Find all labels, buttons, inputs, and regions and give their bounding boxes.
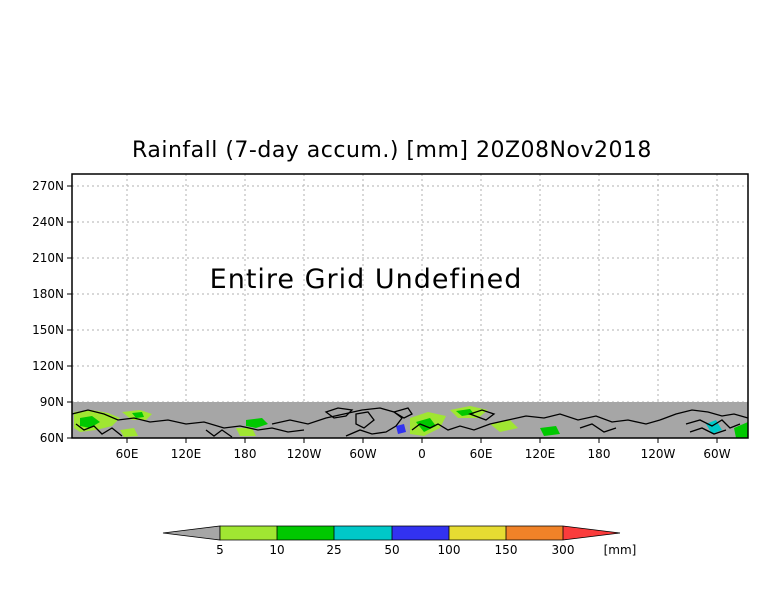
lon-label-60e-2: 60E (470, 447, 493, 461)
undefined-grid-notice: Entire Grid Undefined (210, 264, 523, 295)
colorbar-bin-5 (506, 526, 563, 540)
lon-label-120w-2: 120W (641, 447, 676, 461)
rainfall-patches (74, 406, 748, 438)
lon-label-0: 0 (418, 447, 426, 461)
colorbar-label-5: 5 (216, 543, 224, 557)
colorbar-bin-0 (220, 526, 277, 540)
colorbar-bin-1 (277, 526, 334, 540)
lon-label-60w: 60W (349, 447, 376, 461)
colorbar-bin-3 (392, 526, 449, 540)
colorbar-unit: [mm] (604, 543, 637, 557)
coastlines (71, 407, 749, 438)
lat-label-60n: 60N (40, 431, 64, 445)
lat-label-90n: 90N (40, 395, 64, 409)
map-title: Rainfall (7-day accum.) [mm] 20Z08Nov201… (132, 138, 652, 163)
lon-label-120w: 120W (287, 447, 322, 461)
grid-lines (72, 174, 748, 438)
lat-label-150n: 150N (32, 323, 64, 337)
colorbar-under-arrow (162, 525, 221, 541)
lat-label-270n: 270N (32, 179, 64, 193)
lat-label-240n: 240N (32, 215, 64, 229)
colorbar-bin-4 (449, 526, 506, 540)
colorbar-label-25: 25 (326, 543, 341, 557)
lon-label-180-2: 180 (588, 447, 611, 461)
plot-area (72, 174, 748, 438)
colorbar-label-300: 300 (552, 543, 575, 557)
colorbar-over-arrow (563, 526, 620, 540)
colorbar-label-100: 100 (438, 543, 461, 557)
lon-axis (126, 438, 718, 443)
lon-label-60e: 60E (116, 447, 139, 461)
lon-label-60w-2: 60W (703, 447, 730, 461)
colorbar-label-10: 10 (269, 543, 284, 557)
colorbar-label-50: 50 (384, 543, 399, 557)
lon-label-120e: 120E (171, 447, 202, 461)
colorbar: 5 10 25 50 100 150 300 [mm] (162, 525, 637, 557)
lat-axis (67, 185, 72, 439)
lat-label-210n: 210N (32, 251, 64, 265)
colorbar-label-150: 150 (495, 543, 518, 557)
plot-frame (71, 173, 749, 439)
lat-label-180n: 180N (32, 287, 64, 301)
lat-label-120n: 120N (32, 359, 64, 373)
lon-label-120e-2: 120E (525, 447, 556, 461)
colorbar-bin-2 (334, 526, 392, 540)
lon-label-180: 180 (234, 447, 257, 461)
